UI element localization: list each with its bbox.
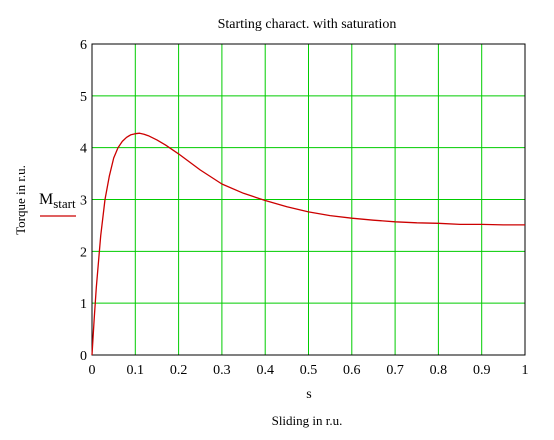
x-tick-label: 1 [522,363,529,378]
x-tick-label: 0.8 [430,363,448,378]
y-axis-label: Torque in r.u. [13,165,28,235]
y-tick-label: 6 [80,38,87,53]
y-tick-label: 4 [80,142,87,157]
tick-labels: 0 0.1 0.2 0.3 0.4 0.5 0.6 0.7 0.8 0.9 1 0 1 2 3 4 5 6 [80,38,529,378]
series-line-mstart [91,132,525,356]
x-tick-label: 0.7 [386,363,404,378]
x-tick-label: 0.6 [343,363,361,378]
x-tick-label: 0.4 [256,363,274,378]
x-tick-label: 0.9 [473,363,491,378]
y-tick-label: 5 [80,90,87,105]
y-tick-label: 0 [80,349,87,364]
plot-frame [91,43,526,356]
x-tick-label: 0.1 [127,363,145,378]
x-tick-label: 0.2 [170,363,188,378]
y-tick-label: 2 [80,245,87,260]
legend-label-subscript: start [53,196,76,211]
x-tick-label: 0.3 [213,363,231,378]
y-tick-label: 3 [80,194,87,209]
series-layer [91,132,525,356]
x-tick-label: 0 [89,363,96,378]
grid [92,44,525,355]
chart-title: Starting charact. with saturation [218,17,397,32]
legend-label-base: M [39,191,53,208]
legend: Mstart [39,191,76,217]
x-axis-label: s [306,387,311,402]
legend-label: Mstart [39,191,76,211]
x-tick-label: 0.5 [300,363,318,378]
x-axis-caption: Sliding in r.u. [272,413,343,428]
y-tick-label: 1 [80,297,87,312]
